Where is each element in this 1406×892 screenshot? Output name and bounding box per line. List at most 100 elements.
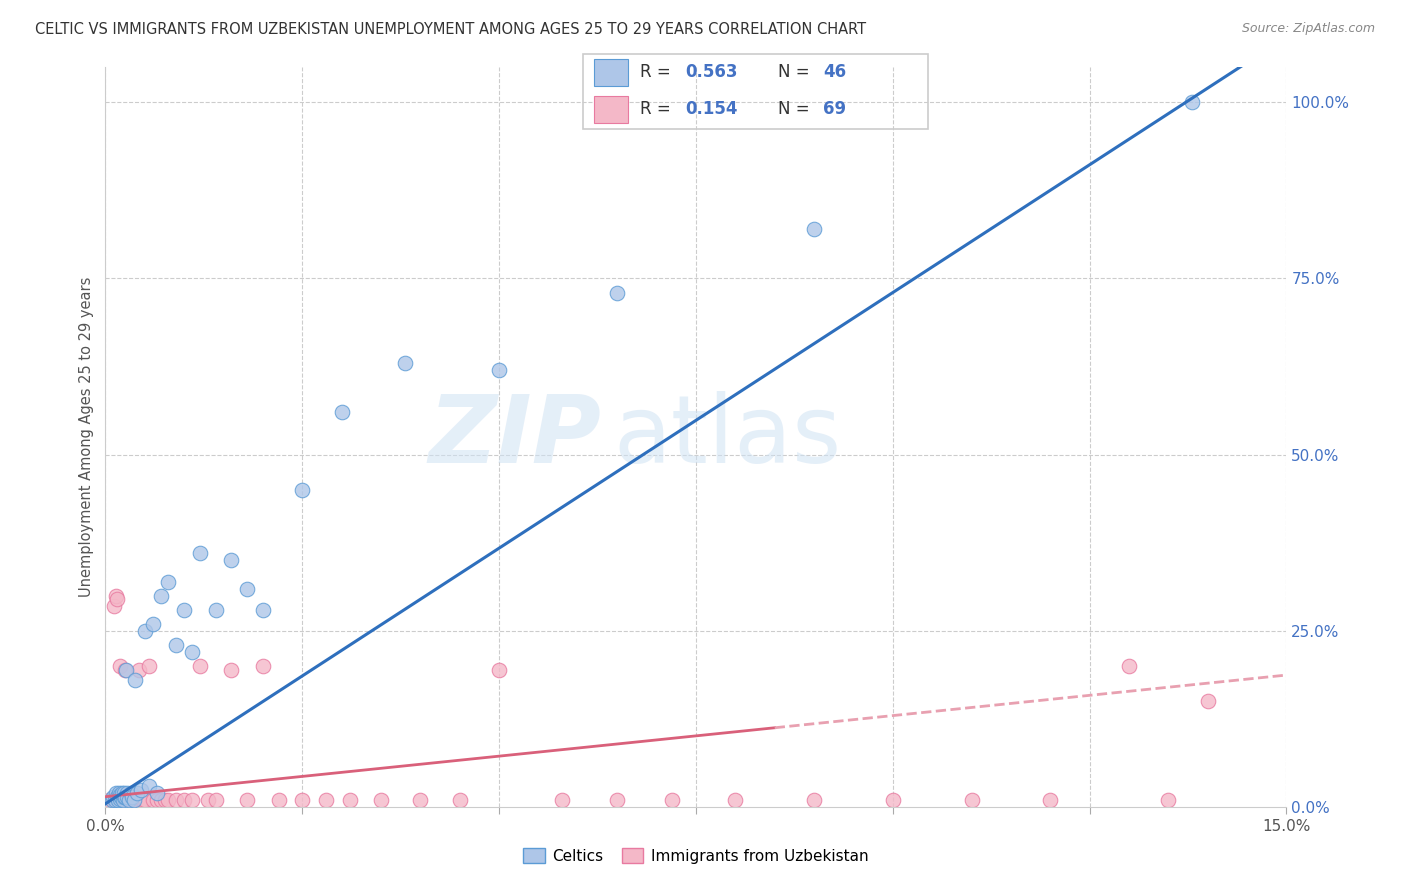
Point — [1039, 793, 1062, 807]
Point — [110, 789, 132, 804]
Point — [105, 793, 128, 807]
Point — [115, 786, 138, 800]
Point — [101, 793, 124, 807]
Point — [188, 659, 211, 673]
Point — [115, 793, 138, 807]
Text: ZIP: ZIP — [429, 391, 602, 483]
Point — [115, 793, 138, 807]
Point — [105, 789, 128, 804]
Point — [165, 638, 187, 652]
Point — [236, 582, 259, 596]
Point — [394, 356, 416, 370]
Point — [724, 793, 747, 807]
Point — [252, 659, 274, 673]
Point — [107, 793, 129, 807]
Point — [112, 793, 135, 807]
Point — [606, 285, 628, 300]
Text: Source: ZipAtlas.com: Source: ZipAtlas.com — [1241, 22, 1375, 36]
Point — [122, 793, 145, 807]
Point — [551, 793, 574, 807]
Point — [339, 793, 361, 807]
Bar — [593, 59, 628, 87]
Text: 69: 69 — [823, 100, 846, 119]
Point — [188, 546, 211, 560]
Point — [117, 789, 139, 804]
Text: 0.154: 0.154 — [685, 100, 738, 119]
Point — [128, 663, 150, 677]
Point — [103, 789, 125, 804]
Point — [124, 793, 146, 807]
Point — [121, 789, 143, 804]
Point — [98, 793, 121, 807]
Point — [803, 222, 825, 236]
Point — [882, 793, 904, 807]
Point — [121, 793, 143, 807]
Point — [108, 786, 131, 800]
Point — [100, 795, 122, 809]
Point — [111, 793, 134, 807]
Point — [111, 793, 134, 807]
Point — [197, 793, 219, 807]
Text: 0.563: 0.563 — [685, 63, 738, 81]
Point — [1181, 95, 1204, 110]
Point — [134, 793, 156, 807]
Point — [129, 793, 152, 807]
Point — [165, 793, 187, 807]
Point — [120, 793, 142, 807]
Point — [173, 793, 195, 807]
Point — [125, 786, 148, 800]
Point — [153, 793, 176, 807]
Point — [112, 789, 135, 804]
Point — [252, 603, 274, 617]
Point — [104, 793, 127, 807]
Point — [132, 793, 155, 807]
Point — [111, 793, 134, 807]
Point — [134, 624, 156, 638]
Point — [129, 782, 152, 797]
Point — [124, 673, 146, 688]
Point — [104, 589, 127, 603]
Point — [112, 786, 135, 800]
Point — [267, 793, 290, 807]
Point — [100, 792, 122, 806]
Point — [181, 645, 204, 659]
Text: N =: N = — [778, 63, 815, 81]
Point — [114, 663, 136, 677]
Point — [488, 363, 510, 377]
Point — [107, 793, 129, 807]
Point — [803, 793, 825, 807]
Point — [108, 793, 131, 807]
Point — [110, 788, 132, 802]
Point — [111, 786, 134, 800]
Point — [110, 659, 132, 673]
Text: 46: 46 — [823, 63, 846, 81]
Point — [117, 793, 139, 807]
Point — [104, 786, 127, 800]
Point — [204, 793, 226, 807]
Point — [330, 405, 353, 419]
Point — [149, 793, 172, 807]
Point — [149, 589, 172, 603]
Point — [104, 793, 127, 807]
Point — [110, 793, 132, 807]
Legend: Celtics, Immigrants from Uzbekistan: Celtics, Immigrants from Uzbekistan — [517, 842, 875, 870]
Point — [409, 793, 432, 807]
Point — [236, 793, 259, 807]
Point — [1157, 793, 1180, 807]
Point — [1118, 659, 1140, 673]
Y-axis label: Unemployment Among Ages 25 to 29 years: Unemployment Among Ages 25 to 29 years — [79, 277, 94, 598]
Point — [114, 789, 136, 804]
Point — [488, 663, 510, 677]
Point — [157, 793, 180, 807]
Point — [112, 793, 135, 807]
Point — [291, 793, 314, 807]
Point — [125, 793, 148, 807]
Point — [108, 793, 131, 807]
Point — [960, 793, 983, 807]
Point — [157, 574, 180, 589]
Text: R =: R = — [640, 63, 676, 81]
Point — [108, 792, 131, 806]
Point — [1197, 694, 1219, 708]
Bar — [593, 96, 628, 123]
Text: R =: R = — [640, 100, 676, 119]
